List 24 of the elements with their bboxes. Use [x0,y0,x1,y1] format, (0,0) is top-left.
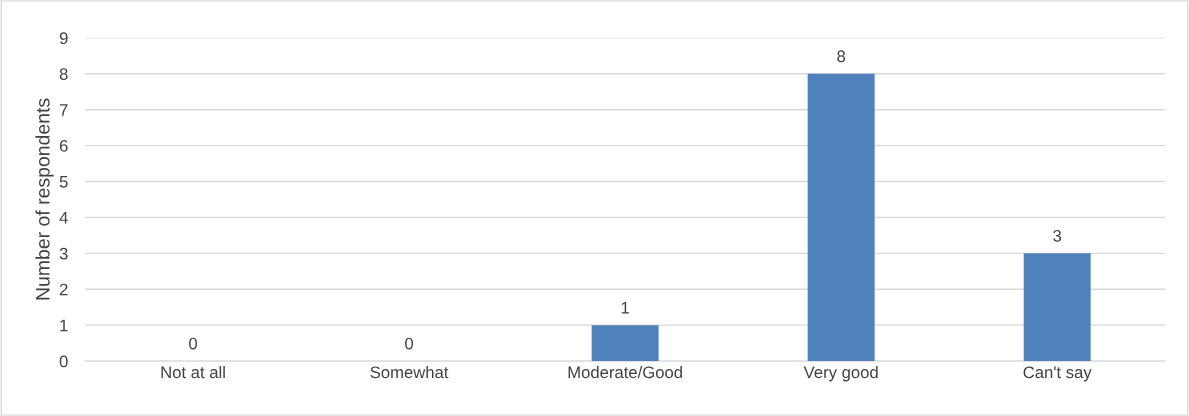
x-tick-label: Can't say [1023,366,1092,382]
y-tick-label: 8 [59,68,68,80]
y-tick-label: 4 [59,212,68,224]
x-tick-label: Very good [803,365,878,382]
bar [807,73,875,362]
bar [1023,253,1091,362]
y-tick-label: 6 [59,140,68,152]
data-label: 1 [621,301,629,314]
x-tick-label: Not at all [161,365,225,379]
data-label: 3 [1053,229,1062,242]
y-tick-label: 0 [59,355,68,368]
y-tick-label: 1 [60,319,68,332]
y-tick-label: 7 [59,104,68,116]
y-tick-label: 3 [59,247,68,260]
data-label: 0 [405,337,414,350]
y-tick-label: 5 [59,176,68,188]
data-label: 8 [837,50,846,63]
y-axis-title: Number of respondents [35,98,54,300]
y-tick-label: 2 [59,283,68,296]
data-label: 0 [189,337,198,350]
bar [591,325,659,362]
y-tick-label: 9 [59,32,68,45]
x-tick-label: Moderate/Good [568,365,682,379]
x-tick-label: Somewhat [370,365,449,379]
